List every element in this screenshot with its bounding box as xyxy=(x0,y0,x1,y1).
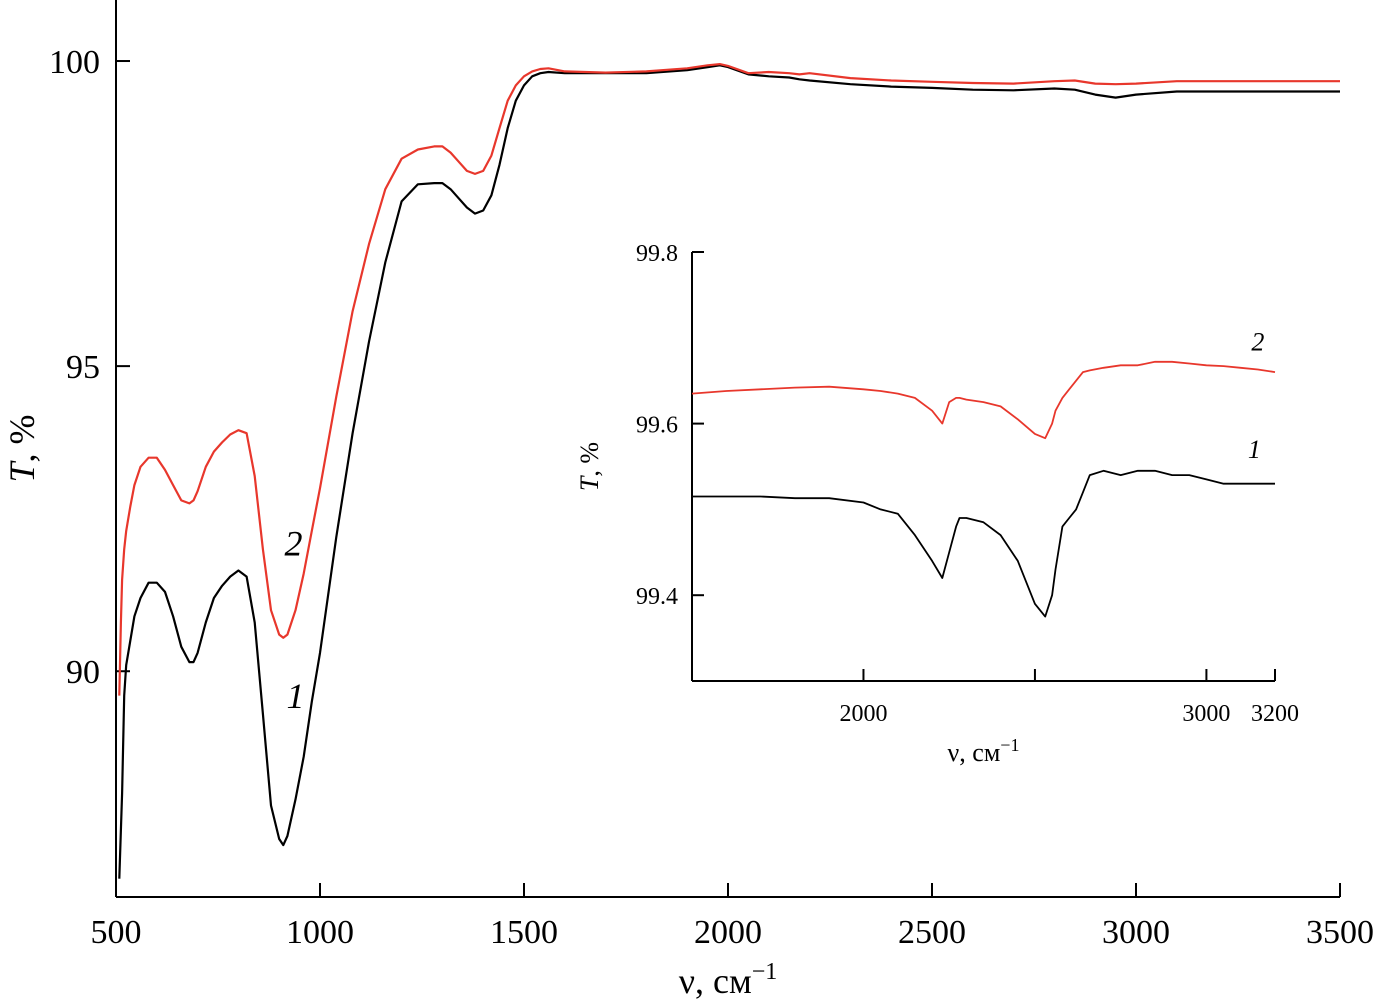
x-tick-label: 3200 xyxy=(1251,701,1299,727)
x-tick-label: 3500 xyxy=(1306,914,1374,951)
y-axis-label-var: T xyxy=(2,460,42,483)
y-tick-label: 95 xyxy=(66,349,100,386)
series-2-line xyxy=(691,360,1276,440)
y-tick-label: 99.6 xyxy=(636,413,678,439)
y-axis-label-unit: , % xyxy=(2,414,42,462)
series-1-line xyxy=(118,64,1340,879)
series-label: 1 xyxy=(287,676,305,716)
series-1-line xyxy=(692,469,1275,618)
series-2-line xyxy=(118,62,1340,696)
x-axis-label-sup: −1 xyxy=(752,959,778,985)
x-tick-label: 2000 xyxy=(694,914,762,951)
x-tick-label: 1500 xyxy=(490,914,558,951)
y-tick-label: 90 xyxy=(66,654,100,691)
y-axis-label: T, % xyxy=(2,414,42,482)
series-label: 1 xyxy=(1248,435,1261,464)
y-tick-label: 100 xyxy=(49,44,100,81)
x-tick-label: 2000 xyxy=(839,701,887,727)
y-tick-label: 99.8 xyxy=(636,241,678,267)
y-axis-label-var: T xyxy=(575,475,604,491)
x-axis-label-sup: −1 xyxy=(1000,735,1019,755)
x-tick-label: 3000 xyxy=(1182,701,1230,727)
y-axis-label: T, % xyxy=(575,442,604,491)
x-tick-label: 2500 xyxy=(898,914,966,951)
x-tick-label: 3000 xyxy=(1102,914,1170,951)
x-axis-label: ν, см−1 xyxy=(679,959,778,1001)
x-axis-label: ν, см−1 xyxy=(948,735,1020,767)
series-label: 2 xyxy=(1251,328,1264,357)
x-tick-label: 500 xyxy=(91,914,142,951)
y-axis-label-unit: , % xyxy=(575,442,604,477)
series-label: 2 xyxy=(284,523,302,563)
y-tick-label: 99.4 xyxy=(636,584,678,610)
inset-plot: 2000 3000 3200 99.4 99.6 99.8 2 1 ν, см−1 T, % xyxy=(575,241,1299,767)
x-tick-label: 1000 xyxy=(286,914,354,951)
